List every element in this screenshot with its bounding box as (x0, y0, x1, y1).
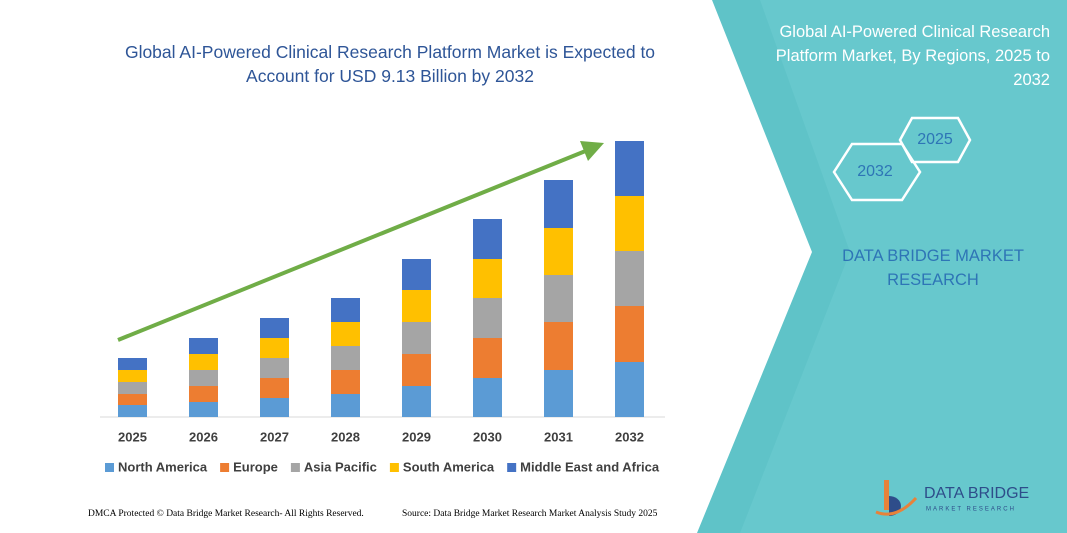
trend-arrow (117, 148, 589, 342)
bar-segment (331, 394, 360, 417)
bar-segment (402, 386, 431, 417)
bar-segment (544, 180, 573, 228)
legend-label: Middle East and Africa (520, 459, 660, 474)
bar-segment (473, 338, 502, 378)
bar-segment (260, 358, 289, 378)
bar-segment (260, 398, 289, 417)
x-tick-label: 2026 (189, 429, 218, 444)
bar-segment (615, 362, 644, 417)
hexagon-label: 2032 (857, 163, 893, 180)
bar-segment (189, 402, 218, 417)
footer-right: Source: Data Bridge Market Research Mark… (402, 509, 658, 519)
bar-segment (331, 346, 360, 370)
logo-tagline: MARKET RESEARCH (926, 507, 1016, 513)
bar-segment (331, 298, 360, 322)
logo-bar (884, 480, 889, 510)
trend-arrowhead (580, 141, 604, 161)
legend-label: Asia Pacific (304, 459, 377, 474)
bar-segment (402, 354, 431, 386)
bar-segment (615, 196, 644, 251)
x-tick-label: 2030 (473, 429, 502, 444)
legend-swatch (220, 463, 230, 472)
legend-label: North America (118, 459, 208, 474)
bar-segment (544, 275, 573, 322)
logo-icon (875, 480, 918, 516)
bar-segment (189, 370, 218, 386)
bar-segment (118, 382, 147, 394)
logo-name: DATA BRIDGE (924, 485, 1029, 502)
legend-swatch (105, 463, 114, 472)
bar-segment (473, 298, 502, 338)
bar-segment (544, 370, 573, 417)
bar-segment (402, 259, 431, 290)
legend-swatch (290, 463, 300, 472)
x-tick-label: 2032 (615, 429, 644, 444)
panel-title: Global AI-Powered Clinical Research Plat… (775, 23, 1050, 89)
bars (118, 141, 644, 417)
bar-segment (473, 219, 502, 259)
hexagon-label: 2025 (917, 131, 953, 148)
bar-segment (402, 290, 431, 322)
x-tick-label: 2025 (118, 429, 147, 444)
bar-segment (118, 394, 147, 405)
x-tick-label: 2029 (402, 429, 431, 444)
bar-segment (331, 322, 360, 346)
logo-swoosh (875, 496, 918, 516)
legend-swatch (507, 463, 517, 472)
bar-segment (118, 405, 147, 417)
x-tick-label: 2028 (331, 429, 360, 444)
bar-segment (189, 338, 218, 354)
bar-segment (189, 354, 218, 370)
bar-segment (473, 378, 502, 417)
bar-segment (189, 386, 218, 402)
bar-segment (260, 338, 289, 358)
legend-label: Europe (233, 459, 278, 474)
bar-segment (615, 251, 644, 306)
legend-swatch (389, 463, 399, 472)
bar-segment (615, 141, 644, 196)
bar-segment (473, 259, 502, 298)
bar-segment (118, 370, 147, 382)
hexagon (898, 116, 972, 164)
x-tick-label: 2031 (544, 429, 573, 444)
bar-segment (544, 322, 573, 370)
legend-label: South America (403, 459, 495, 474)
bar-segment (260, 378, 289, 398)
bar-segment (118, 358, 147, 370)
hexagon (832, 142, 922, 202)
side-panel-band (740, 0, 1067, 533)
bar-segment (331, 370, 360, 394)
bar-segment (615, 306, 644, 362)
bar-segment (260, 318, 289, 338)
bar-segment (544, 228, 573, 275)
footer-left: DMCA Protected © Data Bridge Market Rese… (88, 509, 364, 519)
brand-text: DATA BRIDGE MARKET RESEARCH (842, 247, 1024, 289)
chart-title: Global AI-Powered Clinical Research Plat… (124, 42, 656, 86)
bar-segment (402, 322, 431, 354)
x-tick-label: 2027 (260, 429, 289, 444)
